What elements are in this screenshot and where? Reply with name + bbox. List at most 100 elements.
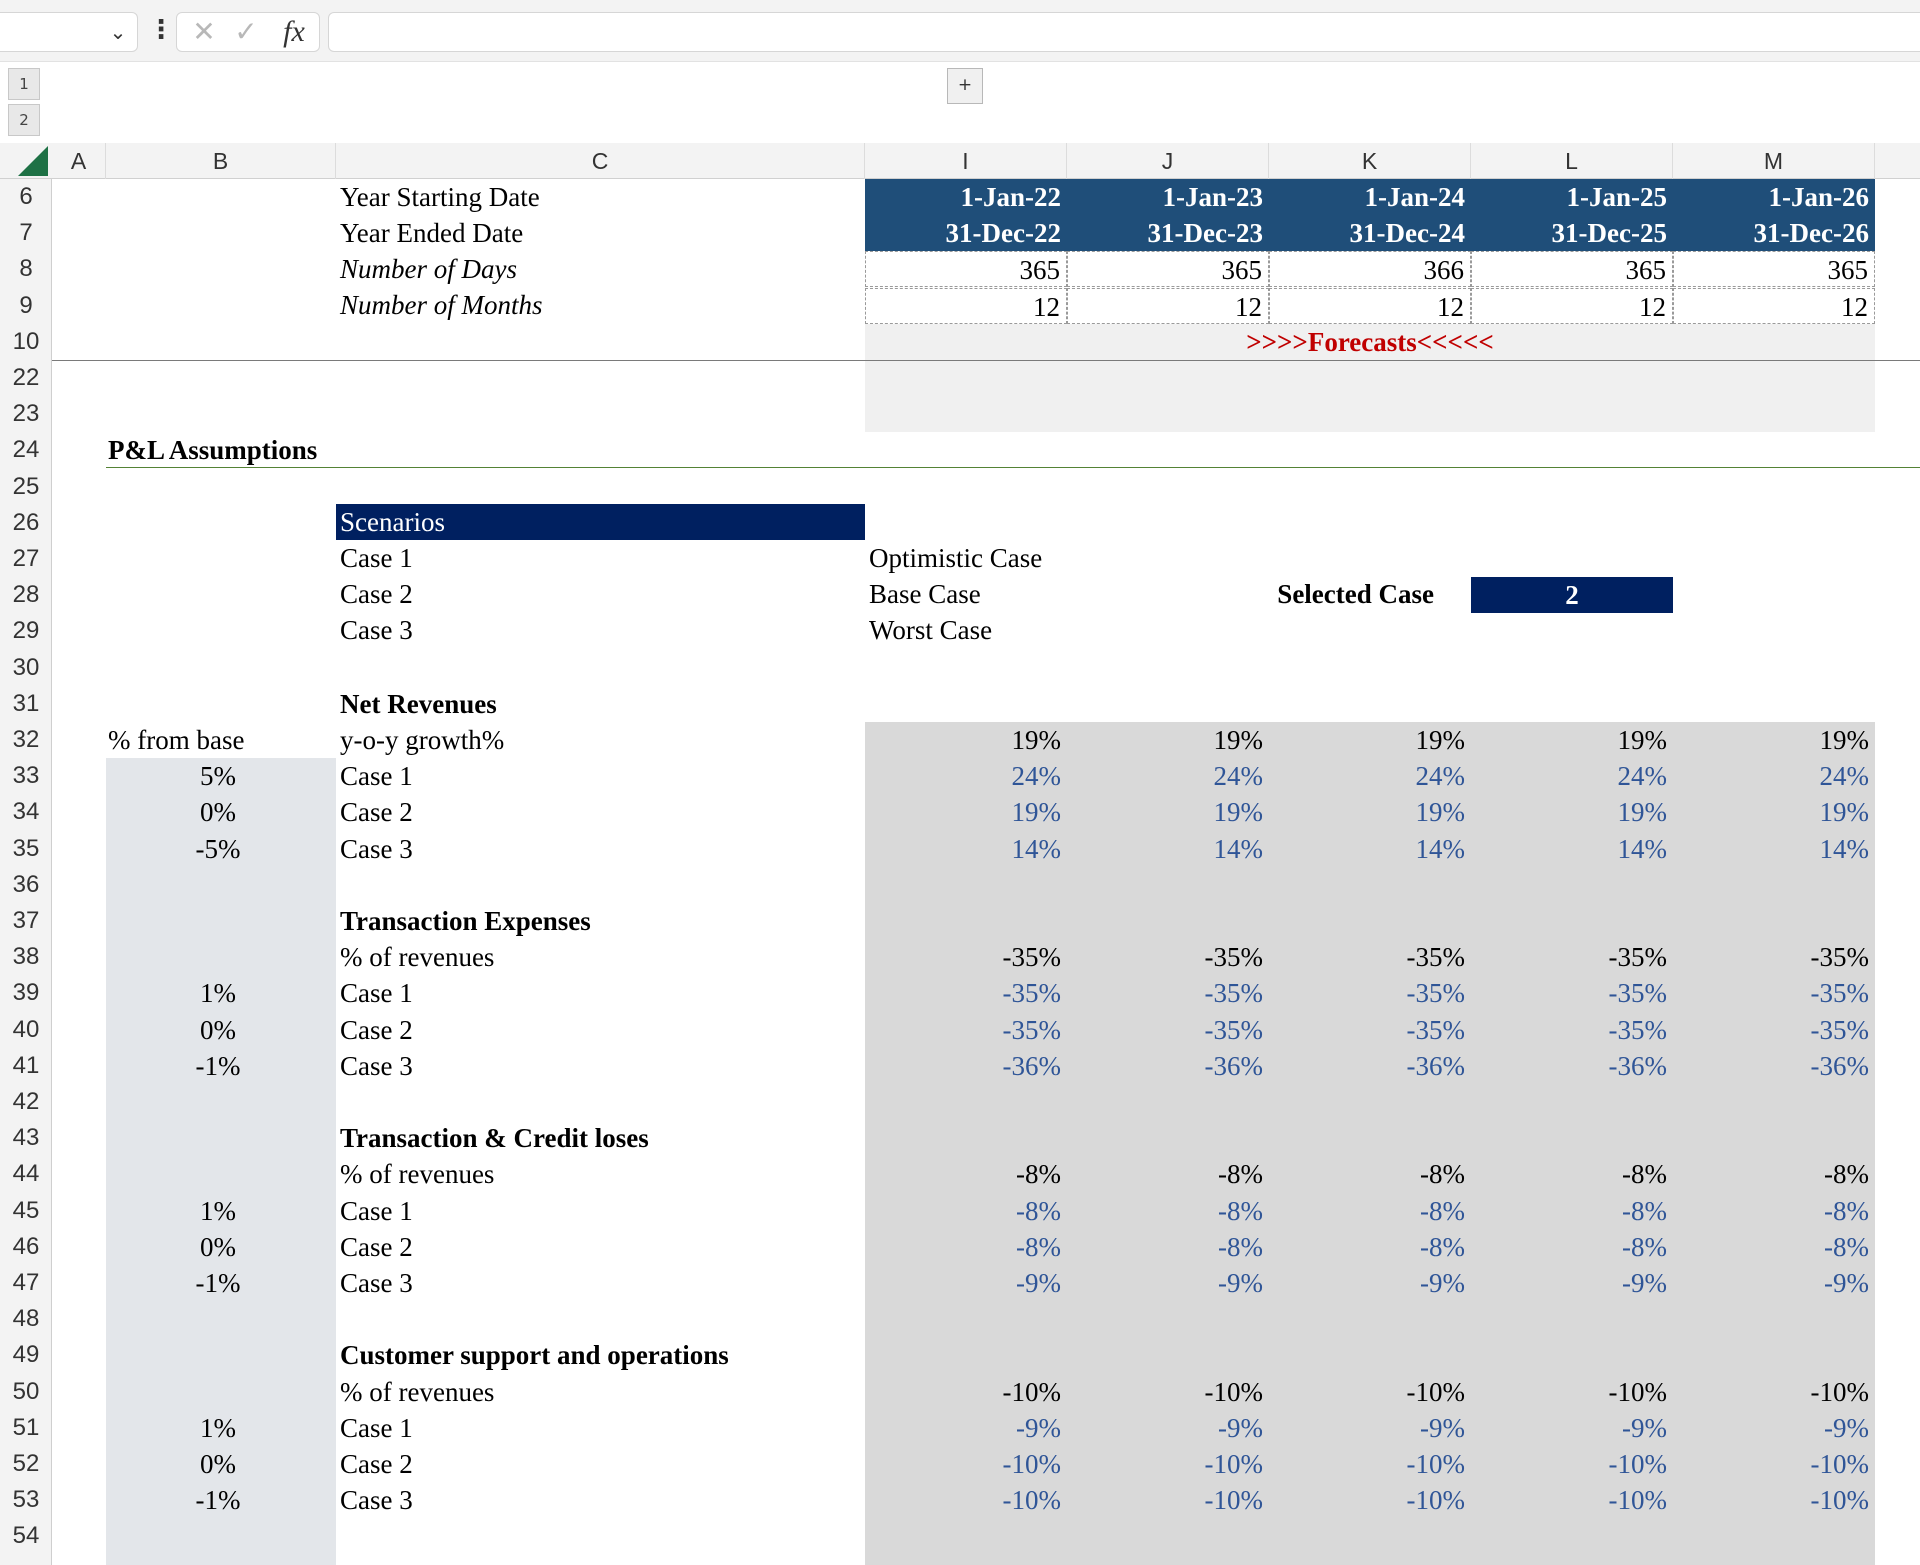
more-options-icon[interactable]: ⋮ — [148, 15, 174, 45]
row-header[interactable]: 8 — [19, 255, 33, 282]
row-header[interactable]: 36 — [12, 871, 40, 898]
check-icon[interactable]: ✓ — [234, 15, 258, 48]
case-value: -36% — [1608, 1051, 1667, 1081]
row-header[interactable]: 22 — [12, 364, 40, 391]
active-case-value: -10% — [1810, 1377, 1869, 1407]
row-header[interactable]: 42 — [12, 1088, 40, 1115]
row-header[interactable]: 32 — [12, 726, 40, 753]
row-header[interactable]: 25 — [12, 473, 40, 500]
row-header[interactable]: 27 — [12, 545, 40, 572]
row-header[interactable]: 49 — [12, 1341, 40, 1368]
active-case-value: -8% — [1420, 1159, 1465, 1189]
row-header[interactable]: 28 — [12, 581, 40, 608]
row-header[interactable]: 33 — [12, 762, 40, 789]
fx-icon[interactable]: fx — [283, 15, 305, 48]
column-header-l[interactable]: L — [1471, 143, 1673, 179]
row-header[interactable]: 6 — [19, 183, 33, 210]
row-header[interactable]: 10 — [12, 328, 40, 355]
case-value: 14% — [1213, 834, 1264, 864]
row-header[interactable]: 48 — [12, 1305, 40, 1332]
cancel-x-icon[interactable]: ✕ — [192, 15, 216, 48]
year-start-label: Year Starting Date — [340, 182, 540, 212]
chevron-down-icon[interactable]: ⌄ — [109, 20, 127, 44]
formula-input[interactable] — [328, 12, 1920, 52]
row-header[interactable]: 46 — [12, 1233, 40, 1260]
pct-from-base-label: % from base — [108, 725, 245, 755]
row-header[interactable]: 31 — [12, 690, 40, 717]
column-header-c[interactable]: C — [336, 143, 865, 179]
case-value: -8% — [1824, 1232, 1869, 1262]
base-delta-input[interactable]: -1% — [195, 1051, 241, 1081]
row-header[interactable]: 30 — [12, 654, 40, 681]
row-header[interactable]: 34 — [12, 798, 40, 825]
year-end-date: 31-Dec-24 — [1269, 215, 1471, 251]
selected-case-label: Selected Case — [1277, 579, 1434, 609]
row-header[interactable]: 37 — [12, 907, 40, 934]
days-value: 365 — [1067, 251, 1269, 287]
days-value: 365 — [1673, 251, 1875, 287]
row-header[interactable]: 53 — [12, 1486, 40, 1513]
row-header[interactable]: 43 — [12, 1124, 40, 1151]
row-header[interactable]: 39 — [12, 979, 40, 1006]
case-value: -35% — [1608, 978, 1667, 1008]
column-header-j[interactable]: J — [1067, 143, 1269, 179]
row-header[interactable]: 29 — [12, 617, 40, 644]
row-header[interactable]: 23 — [12, 400, 40, 427]
section-metric-label: % of revenues — [340, 1377, 495, 1407]
case-1-name: Optimistic Case — [869, 543, 1043, 573]
base-delta-input[interactable]: 0% — [200, 1449, 236, 1479]
case-value: -8% — [1420, 1232, 1465, 1262]
base-delta-input[interactable]: 0% — [200, 1015, 236, 1045]
base-delta-input[interactable]: 1% — [200, 1196, 236, 1226]
column-header-i[interactable]: I — [865, 143, 1067, 179]
row-header[interactable]: 51 — [12, 1414, 40, 1441]
row-header[interactable]: 7 — [19, 219, 33, 246]
section-title: Customer support and operations — [340, 1340, 729, 1370]
column-header-a[interactable]: A — [52, 143, 106, 179]
row-header[interactable]: 26 — [12, 509, 40, 536]
year-start-date: 1-Jan-25 — [1471, 179, 1673, 215]
row-header[interactable]: 52 — [12, 1450, 40, 1477]
name-box[interactable] — [0, 12, 138, 52]
column-header-m[interactable]: M — [1673, 143, 1875, 179]
selected-case-input[interactable]: 2 — [1471, 577, 1673, 613]
row-header[interactable]: 50 — [12, 1378, 40, 1405]
case-label: Case 3 — [340, 1051, 413, 1081]
row-header[interactable]: 24 — [12, 436, 40, 463]
year-end-label: Year Ended Date — [340, 218, 524, 248]
case-value: -35% — [1608, 1015, 1667, 1045]
base-delta-input[interactable]: 1% — [200, 1413, 236, 1443]
row-header[interactable]: 47 — [12, 1269, 40, 1296]
base-delta-input[interactable]: 0% — [200, 1232, 236, 1262]
case-value: -10% — [1002, 1449, 1061, 1479]
expand-group-button[interactable]: + — [947, 68, 983, 104]
base-delta-input[interactable]: 0% — [200, 797, 236, 827]
assumptions-title: P&L Assumptions — [108, 435, 318, 465]
active-case-value: -8% — [1622, 1159, 1667, 1189]
section-title: Transaction Expenses — [340, 906, 591, 936]
row-header[interactable]: 40 — [12, 1016, 40, 1043]
outline-level-2-button[interactable]: 2 — [8, 104, 40, 136]
column-header-k[interactable]: K — [1269, 143, 1471, 179]
case-value: -35% — [1406, 1015, 1465, 1045]
row-header[interactable]: 45 — [12, 1197, 40, 1224]
select-all-button[interactable] — [18, 146, 48, 176]
base-delta-input[interactable]: -5% — [195, 834, 241, 864]
outline-level-1-button[interactable]: 1 — [8, 68, 40, 100]
base-delta-input[interactable]: -1% — [195, 1268, 241, 1298]
row-header[interactable]: 54 — [12, 1522, 40, 1549]
section-metric-label: y-o-y growth% — [340, 725, 505, 755]
row-header[interactable]: 9 — [19, 292, 33, 319]
base-delta-input[interactable]: 5% — [200, 761, 236, 791]
case-label: Case 3 — [340, 1485, 413, 1515]
column-header-b[interactable]: B — [106, 143, 336, 179]
base-delta-input[interactable]: -1% — [195, 1485, 241, 1515]
base-delta-input[interactable]: 1% — [200, 978, 236, 1008]
row-header[interactable]: 44 — [12, 1160, 40, 1187]
row-header[interactable]: 41 — [12, 1052, 40, 1079]
row-header[interactable]: 38 — [12, 943, 40, 970]
case-value: -36% — [1810, 1051, 1869, 1081]
case-value: -36% — [1406, 1051, 1465, 1081]
year-end-date: 31-Dec-23 — [1067, 215, 1269, 251]
row-header[interactable]: 35 — [12, 835, 40, 862]
